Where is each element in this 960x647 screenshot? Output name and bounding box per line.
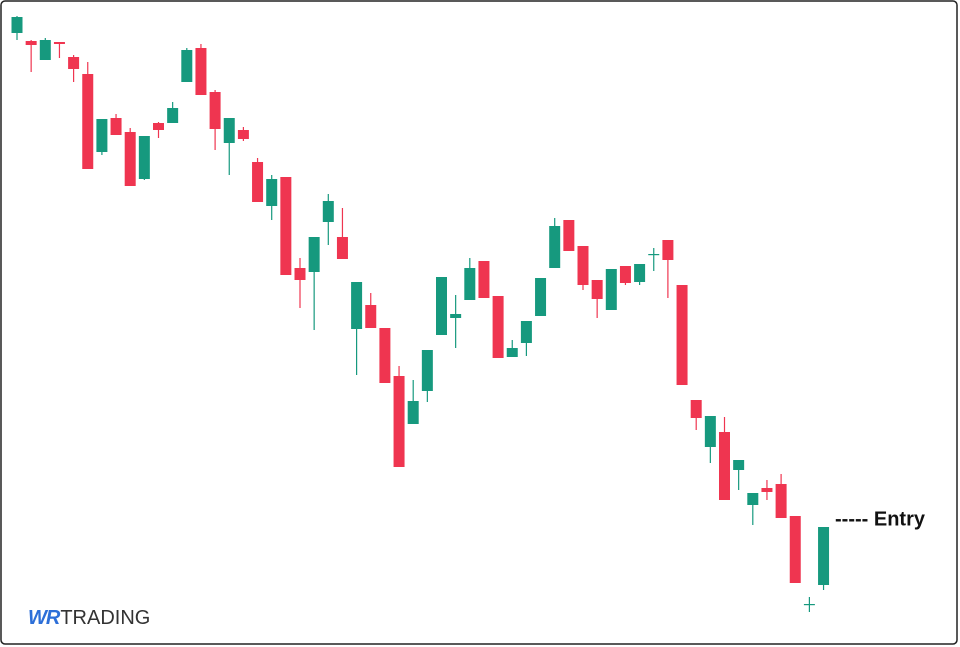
- candle-body: [662, 240, 674, 260]
- candle-body: [96, 119, 108, 152]
- candle-body: [634, 264, 646, 282]
- candle-body: [775, 484, 787, 518]
- candle-body: [591, 280, 603, 299]
- candle-body: [351, 282, 363, 329]
- candle-body: [39, 40, 51, 60]
- candle-body: [818, 527, 830, 585]
- candle-body: [492, 296, 504, 358]
- candle-body: [124, 132, 136, 186]
- candle-body: [294, 268, 306, 280]
- candle-body: [167, 108, 179, 123]
- candle-body: [563, 220, 575, 251]
- candle-body: [676, 285, 688, 385]
- candle-body: [153, 123, 164, 130]
- candle-body: [379, 328, 391, 383]
- candle-body: [280, 177, 292, 275]
- candle-body: [761, 488, 773, 492]
- candle-body: [803, 604, 815, 606]
- candle-body: [605, 269, 617, 310]
- annotation: ----- Entry: [835, 508, 926, 530]
- candle-body: [421, 350, 433, 391]
- candle-body: [690, 400, 702, 418]
- candle-body: [11, 17, 23, 33]
- candle-body: [110, 118, 122, 135]
- candle-body: [464, 268, 476, 300]
- candle-body: [138, 136, 150, 179]
- candle-body: [237, 130, 249, 139]
- candle-body: [577, 246, 589, 285]
- candle-body: [308, 237, 320, 272]
- watermark-text: TRADING: [60, 607, 150, 629]
- candle-body: [407, 401, 419, 424]
- candle-body: [68, 57, 80, 69]
- candle-body: [322, 201, 334, 222]
- candle-body: [82, 74, 94, 169]
- watermark: WRTRADING: [28, 607, 150, 629]
- candle-body: [209, 92, 221, 129]
- candle-body: [252, 162, 264, 202]
- candle-body: [478, 261, 490, 298]
- candle-body: [181, 50, 193, 82]
- candle-body: [789, 516, 801, 583]
- candle-body: [520, 321, 532, 343]
- candle-body: [549, 226, 561, 268]
- candle-body: [365, 305, 377, 328]
- candle-body: [535, 278, 547, 316]
- candle-body: [619, 266, 631, 283]
- candle-body: [223, 118, 235, 143]
- candle-body: [506, 348, 518, 357]
- candle-body: [25, 41, 37, 45]
- candle-body: [195, 48, 207, 95]
- candle-body: [733, 460, 745, 470]
- candle-body: [266, 179, 278, 206]
- candle-body: [393, 376, 405, 467]
- candle-body: [719, 432, 730, 500]
- candle-body: [648, 254, 660, 256]
- candle-body: [450, 314, 462, 318]
- candle-body: [704, 416, 716, 447]
- watermark-mark: WR: [28, 607, 61, 629]
- candle-body: [53, 42, 65, 44]
- candle-body: [747, 493, 759, 505]
- candle-body: [436, 277, 447, 335]
- candle-body: [336, 237, 348, 259]
